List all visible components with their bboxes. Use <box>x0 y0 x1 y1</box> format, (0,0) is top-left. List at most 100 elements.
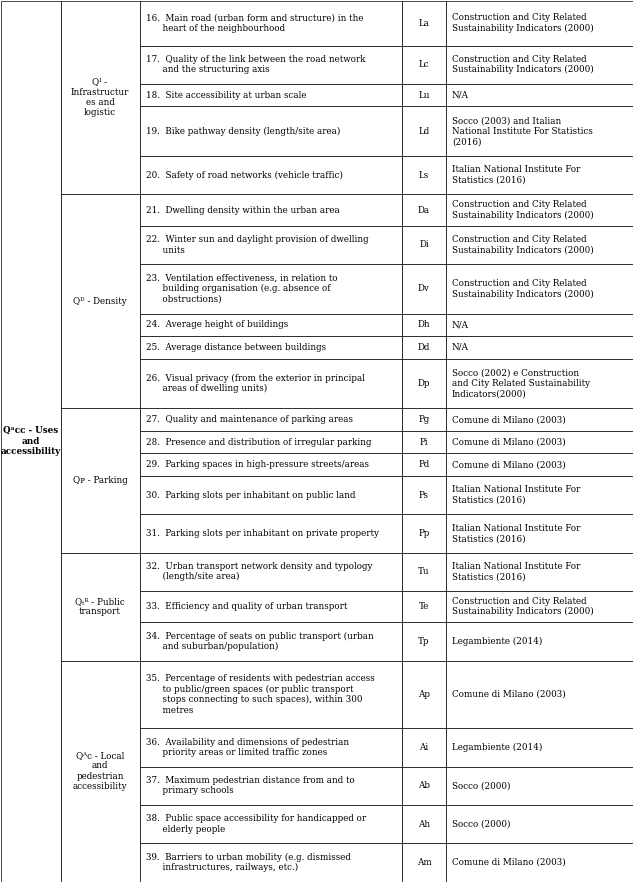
Text: Comune di Milano (2003): Comune di Milano (2003) <box>452 858 566 867</box>
Bar <box>61 194 139 408</box>
Bar <box>61 1 139 194</box>
Text: Socco (2000): Socco (2000) <box>452 781 511 790</box>
Bar <box>402 661 446 729</box>
Text: Legambiente (2014): Legambiente (2014) <box>452 743 542 752</box>
Bar <box>402 336 446 359</box>
Bar <box>139 514 402 552</box>
Bar <box>402 766 446 805</box>
Text: 26.  Visual privacy (from the exterior in principal
      areas of dwelling unit: 26. Visual privacy (from the exterior in… <box>146 374 365 393</box>
Bar <box>139 314 402 336</box>
Bar <box>1 1 61 881</box>
Text: Construction and City Related
Sustainability Indicators (2000): Construction and City Related Sustainabi… <box>452 55 594 74</box>
Bar <box>402 1 446 46</box>
Text: Italian National Institute For
Statistics (2016): Italian National Institute For Statistic… <box>452 485 580 505</box>
Bar <box>402 264 446 314</box>
Text: 21.  Dwelling density within the urban area: 21. Dwelling density within the urban ar… <box>146 206 339 214</box>
Text: Italian National Institute For
Statistics (2016): Italian National Institute For Statistic… <box>452 562 580 581</box>
Bar <box>139 591 402 623</box>
Bar <box>402 46 446 84</box>
Bar <box>139 729 402 766</box>
Text: 39.  Barriers to urban mobility (e.g. dismissed
      infrastructures, railways,: 39. Barriers to urban mobility (e.g. dis… <box>146 853 351 872</box>
Text: 17.  Quality of the link between the road network
      and the structuring axis: 17. Quality of the link between the road… <box>146 55 365 74</box>
Text: 28.  Presence and distribution of irregular parking: 28. Presence and distribution of irregul… <box>146 437 371 446</box>
Bar <box>402 194 446 226</box>
Text: 38.  Public space accessibility for handicapped or
      elderly people: 38. Public space accessibility for handi… <box>146 814 366 833</box>
Text: Comune di Milano (2003): Comune di Milano (2003) <box>452 690 566 699</box>
Text: 18.  Site accessibility at urban scale: 18. Site accessibility at urban scale <box>146 91 306 100</box>
Bar <box>402 552 446 591</box>
Bar <box>446 84 632 107</box>
Text: Pp: Pp <box>418 529 430 538</box>
Bar <box>446 431 632 453</box>
Text: Qᴵ -
Infrastructur
es and
logistic: Qᴵ - Infrastructur es and logistic <box>71 78 129 117</box>
Text: Lu: Lu <box>418 91 430 100</box>
Bar <box>446 408 632 431</box>
Text: Ls: Ls <box>419 170 429 180</box>
Text: Ap: Ap <box>418 690 430 699</box>
Bar <box>446 591 632 623</box>
Bar <box>402 623 446 661</box>
Bar <box>139 453 402 476</box>
Bar <box>402 591 446 623</box>
Text: N/A: N/A <box>452 343 469 352</box>
Text: 20.  Safety of road networks (vehicle traffic): 20. Safety of road networks (vehicle tra… <box>146 170 342 180</box>
Bar <box>446 107 632 156</box>
Bar <box>139 408 402 431</box>
Text: Ah: Ah <box>418 819 430 828</box>
Text: Socco (2002) e Construction
and City Related Sustainability
Indicators(2000): Socco (2002) e Construction and City Rel… <box>452 369 590 399</box>
Bar <box>402 843 446 881</box>
Bar <box>446 46 632 84</box>
Bar <box>402 84 446 107</box>
Text: 37.  Maximum pedestrian distance from and to
      primary schools: 37. Maximum pedestrian distance from and… <box>146 776 354 796</box>
Bar <box>139 226 402 264</box>
Text: Qᴬᴄ - Local
and
pedestrian
accessibility: Qᴬᴄ - Local and pedestrian accessibility <box>73 751 127 791</box>
Bar <box>402 226 446 264</box>
Bar <box>446 314 632 336</box>
Bar <box>446 843 632 881</box>
Text: Construction and City Related
Sustainability Indicators (2000): Construction and City Related Sustainabi… <box>452 200 594 220</box>
Text: 34.  Percentage of seats on public transport (urban
      and suburban/populatio: 34. Percentage of seats on public transp… <box>146 632 373 652</box>
Bar <box>446 623 632 661</box>
Bar <box>139 476 402 514</box>
Bar <box>402 453 446 476</box>
Bar <box>446 336 632 359</box>
Bar <box>446 359 632 408</box>
Bar <box>139 264 402 314</box>
Bar <box>446 226 632 264</box>
Bar <box>446 1 632 46</box>
Text: Qᴘ - Parking: Qᴘ - Parking <box>73 476 127 485</box>
Bar <box>139 843 402 881</box>
Text: Qᴰ - Density: Qᴰ - Density <box>73 297 127 306</box>
Text: Qᵃᴄᴄ - Uses
and
accessibility: Qᵃᴄᴄ - Uses and accessibility <box>1 426 61 456</box>
Text: Comune di Milano (2003): Comune di Milano (2003) <box>452 415 566 424</box>
Text: Da: Da <box>418 206 430 214</box>
Bar <box>446 729 632 766</box>
Bar <box>402 431 446 453</box>
Bar <box>402 476 446 514</box>
Text: Construction and City Related
Sustainability Indicators (2000): Construction and City Related Sustainabi… <box>452 279 594 299</box>
Text: Am: Am <box>417 858 431 867</box>
Bar <box>139 156 402 194</box>
Text: 36.  Availability and dimensions of pedestrian
      priority areas or limited t: 36. Availability and dimensions of pedes… <box>146 737 349 757</box>
Text: 24.  Average height of buildings: 24. Average height of buildings <box>146 320 288 330</box>
Bar <box>139 84 402 107</box>
Bar <box>446 552 632 591</box>
Bar <box>446 194 632 226</box>
Text: Ab: Ab <box>418 781 430 790</box>
Bar <box>446 514 632 552</box>
Text: La: La <box>418 19 429 27</box>
Bar <box>402 156 446 194</box>
Text: Italian National Institute For
Statistics (2016): Italian National Institute For Statistic… <box>452 524 580 543</box>
Bar <box>446 805 632 843</box>
Bar <box>402 314 446 336</box>
Text: 30.  Parking slots per inhabitant on public land: 30. Parking slots per inhabitant on publ… <box>146 490 355 499</box>
Text: Comune di Milano (2003): Comune di Milano (2003) <box>452 460 566 469</box>
Text: 22.  Winter sun and daylight provision of dwelling
      units: 22. Winter sun and daylight provision of… <box>146 235 368 255</box>
Text: Di: Di <box>419 241 429 250</box>
Bar <box>139 766 402 805</box>
Text: 27.  Quality and maintenance of parking areas: 27. Quality and maintenance of parking a… <box>146 415 353 424</box>
Bar <box>402 408 446 431</box>
Text: Construction and City Related
Sustainability Indicators (2000): Construction and City Related Sustainabi… <box>452 597 594 617</box>
Text: Tp: Tp <box>418 637 430 646</box>
Text: Pg: Pg <box>418 415 430 424</box>
